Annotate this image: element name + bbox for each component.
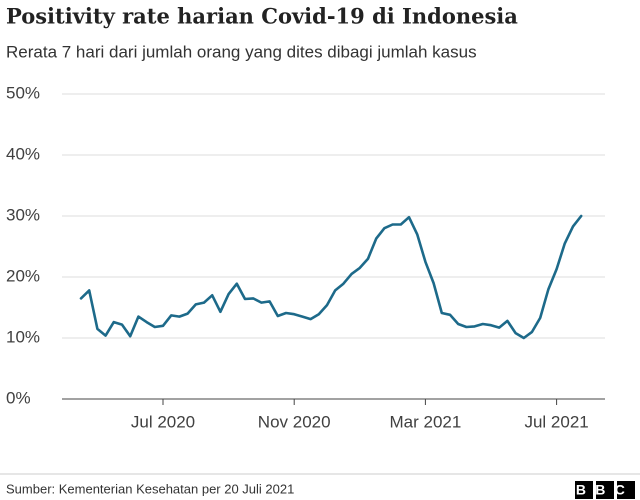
- logo-box: [617, 481, 635, 499]
- y-tick-label: 40%: [6, 144, 40, 163]
- y-tick-label: 20%: [6, 266, 40, 285]
- x-tick-label: Mar 2021: [389, 412, 461, 431]
- y-tick-label: 0%: [6, 388, 31, 407]
- data-line: [79, 214, 583, 340]
- logo-text: BBC: [576, 482, 634, 498]
- source: Sumber: Kementerian Kesehatan per 20 Jul…: [6, 481, 294, 496]
- x-tick-label: Jul 2021: [524, 412, 588, 431]
- chart-title: Positivity rate harian Covid-19 di Indon…: [6, 4, 518, 29]
- y-tick-label: 30%: [6, 205, 40, 224]
- y-tick-label: 10%: [6, 327, 40, 346]
- y-tick-label: 50%: [6, 83, 40, 102]
- logo-box: [596, 481, 614, 499]
- x-tick-label: Nov 2020: [258, 412, 331, 431]
- chart-subtitle: Rerata 7 hari dari jumlah orang yang dit…: [6, 42, 477, 61]
- x-tick-label: Jul 2020: [131, 412, 195, 431]
- logo-box: [575, 481, 593, 499]
- logo: BBC: [575, 481, 635, 499]
